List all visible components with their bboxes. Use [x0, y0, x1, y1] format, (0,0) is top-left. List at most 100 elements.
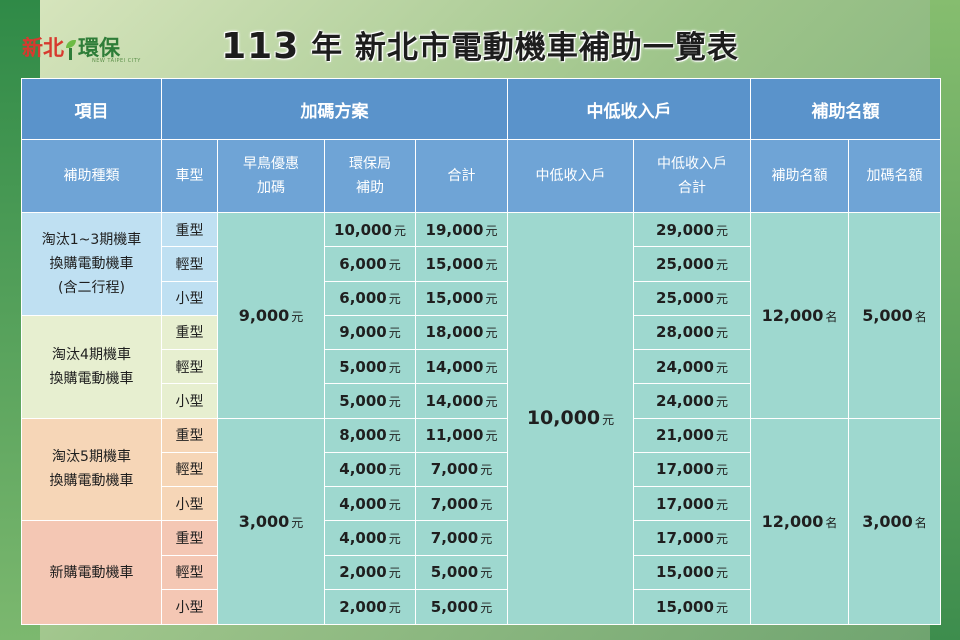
epb-subsidy-value: 6,000 [339, 289, 387, 308]
low-income-total-value: 25,000 [656, 254, 714, 273]
table-row: 小型 2,000 元 5,000 元 15,000 元 [22, 588, 941, 625]
header-bonus-plan: 加碼方案 [161, 78, 508, 140]
epb-subsidy-value: 4,000 [339, 528, 387, 547]
early-bird-bonus-value: 9,000 [238, 305, 290, 325]
low-income-total: 25,000 元 [633, 246, 751, 282]
category-line: 換購電動機車 [49, 370, 134, 387]
low-income-total: 15,000 元 [633, 588, 751, 625]
low-income-total-value: 29,000 [656, 220, 714, 239]
total-subsidy: 11,000 元 [415, 417, 508, 453]
extra-quota-value: 3,000 [862, 511, 913, 531]
category-line: 淘汰4期機車 [52, 346, 131, 363]
total-subsidy-unit: 元 [485, 326, 498, 341]
total-subsidy: 14,000 元 [415, 383, 508, 419]
low-income-subsidy: 10,000 元 [507, 212, 634, 625]
subsidy-quota-unit: 名 [825, 309, 838, 324]
low-income-total: 15,000 元 [633, 554, 751, 590]
total-subsidy-unit: 元 [480, 497, 493, 512]
low-income-total-value: 17,000 [656, 528, 714, 547]
low-income-total-value: 28,000 [656, 323, 714, 342]
low-income-total-value: 17,000 [656, 494, 714, 513]
low-income-total-value: 15,000 [656, 597, 714, 616]
subsidy-quota-value: 12,000 [761, 511, 824, 531]
epb-subsidy-unit: 元 [388, 394, 401, 409]
total-subsidy-unit: 元 [485, 360, 498, 375]
vehicle-type: 輕型 [161, 554, 218, 590]
epb-subsidy-value: 2,000 [339, 563, 387, 582]
low-income-total-unit: 元 [715, 463, 728, 478]
epb-subsidy: 2,000 元 [324, 554, 416, 590]
total-subsidy-unit: 元 [485, 257, 498, 272]
subsidy-table: 項目 加碼方案 中低收入戶 補助名額 補助種類 車型 早鳥優惠 加碼 環保局 補… [21, 78, 941, 625]
total-subsidy: 7,000 元 [415, 451, 508, 488]
category-line: 淘汰1~3期機車 [41, 231, 142, 248]
epb-subsidy-value: 5,000 [339, 357, 387, 376]
epb-subsidy-value: 9,000 [339, 323, 387, 342]
low-income-total-unit: 元 [715, 566, 728, 581]
epb-subsidy: 5,000 元 [324, 348, 416, 385]
table-row: 小型 6,000 元 15,000 元 25,000 元 [22, 280, 941, 316]
extra-quota: 5,000 名 [848, 212, 941, 419]
header-low-income: 中低收入戶 [507, 78, 751, 140]
extra-quota-value: 5,000 [862, 305, 913, 325]
header-epb-line1: 環保局 [349, 156, 391, 172]
epb-subsidy-value: 2,000 [339, 597, 387, 616]
header-item: 項目 [21, 78, 162, 140]
low-income-total-unit: 元 [715, 497, 728, 512]
epb-subsidy-unit: 元 [388, 463, 401, 478]
epb-subsidy: 9,000 元 [324, 314, 416, 351]
low-income-total-value: 24,000 [656, 391, 714, 410]
low-income-total: 29,000 元 [633, 211, 751, 248]
early-bird-bonus: 9,000 元 [217, 212, 325, 419]
epb-subsidy: 10,000 元 [324, 211, 416, 248]
vehicle-type: 輕型 [161, 246, 218, 282]
subsidy-quota-value: 12,000 [761, 305, 824, 325]
header-low-income-total: 中低收入戶 合計 [633, 139, 751, 213]
epb-subsidy: 5,000 元 [324, 383, 416, 419]
epb-subsidy: 8,000 元 [324, 417, 416, 453]
total-subsidy-value: 15,000 [425, 254, 484, 273]
low-income-total-unit: 元 [715, 292, 728, 307]
vehicle-type: 重型 [161, 520, 218, 556]
table-row: 新購電動機車 重型 4,000 元 7,000 元 17,000 元 [21, 520, 941, 625]
page-title: 113 年 新北市電動機車補助一覽表 [0, 22, 960, 67]
low-income-total-unit: 元 [715, 394, 728, 409]
low-income-total: 17,000 元 [633, 451, 751, 488]
total-subsidy: 19,000 元 [415, 211, 508, 248]
total-subsidy: 18,000 元 [415, 314, 508, 351]
extra-quota-unit: 名 [914, 309, 927, 324]
early-bird-bonus-unit: 元 [291, 309, 304, 324]
low-income-total-unit: 元 [715, 429, 728, 444]
vehicle-type: 重型 [161, 211, 218, 248]
total-subsidy-value: 11,000 [425, 426, 484, 445]
category-line: (含二行程) [58, 279, 125, 296]
low-income-total-unit: 元 [715, 326, 728, 341]
total-subsidy-unit: 元 [485, 223, 498, 238]
subsidy-category-3: 淘汰5期機車 換購電動機車 [21, 417, 162, 522]
total-subsidy-unit: 元 [480, 463, 493, 478]
total-subsidy-value: 19,000 [425, 220, 484, 239]
header-extra-quota: 加碼名額 [848, 139, 941, 213]
header-row-2: 補助種類 車型 早鳥優惠 加碼 環保局 補助 合計 中低收入戶 中低收入戶 合計… [21, 139, 941, 213]
header-epb-subsidy: 環保局 補助 [324, 139, 416, 213]
epb-subsidy-value: 8,000 [339, 426, 387, 445]
epb-subsidy-value: 4,000 [339, 460, 387, 479]
header-early-bird-line2: 加碼 [257, 180, 285, 196]
header-li-total-line2: 合計 [678, 180, 706, 196]
vehicle-type: 輕型 [161, 348, 218, 385]
epb-subsidy: 4,000 元 [324, 520, 416, 556]
epb-subsidy-unit: 元 [388, 360, 401, 375]
low-income-total: 21,000 元 [633, 417, 751, 453]
total-subsidy-unit: 元 [485, 292, 498, 307]
total-subsidy-value: 18,000 [425, 323, 484, 342]
low-income-total-unit: 元 [715, 257, 728, 272]
subsidy-category-2: 淘汰4期機車 換購電動機車 [21, 314, 162, 419]
total-subsidy: 7,000 元 [415, 520, 508, 556]
subsidy-category-1: 淘汰1~3期機車 換購電動機車 (含二行程) [21, 212, 162, 316]
vehicle-type: 小型 [161, 383, 218, 419]
low-income-total-value: 17,000 [656, 460, 714, 479]
header: 新北 環保 NEW TAIPEI CITY 113 年 新北市電動機車補助一覽表 [0, 0, 960, 80]
total-subsidy-value: 7,000 [430, 460, 479, 479]
subsidy-quota-unit: 名 [825, 515, 838, 530]
epb-subsidy-unit: 元 [388, 566, 401, 581]
